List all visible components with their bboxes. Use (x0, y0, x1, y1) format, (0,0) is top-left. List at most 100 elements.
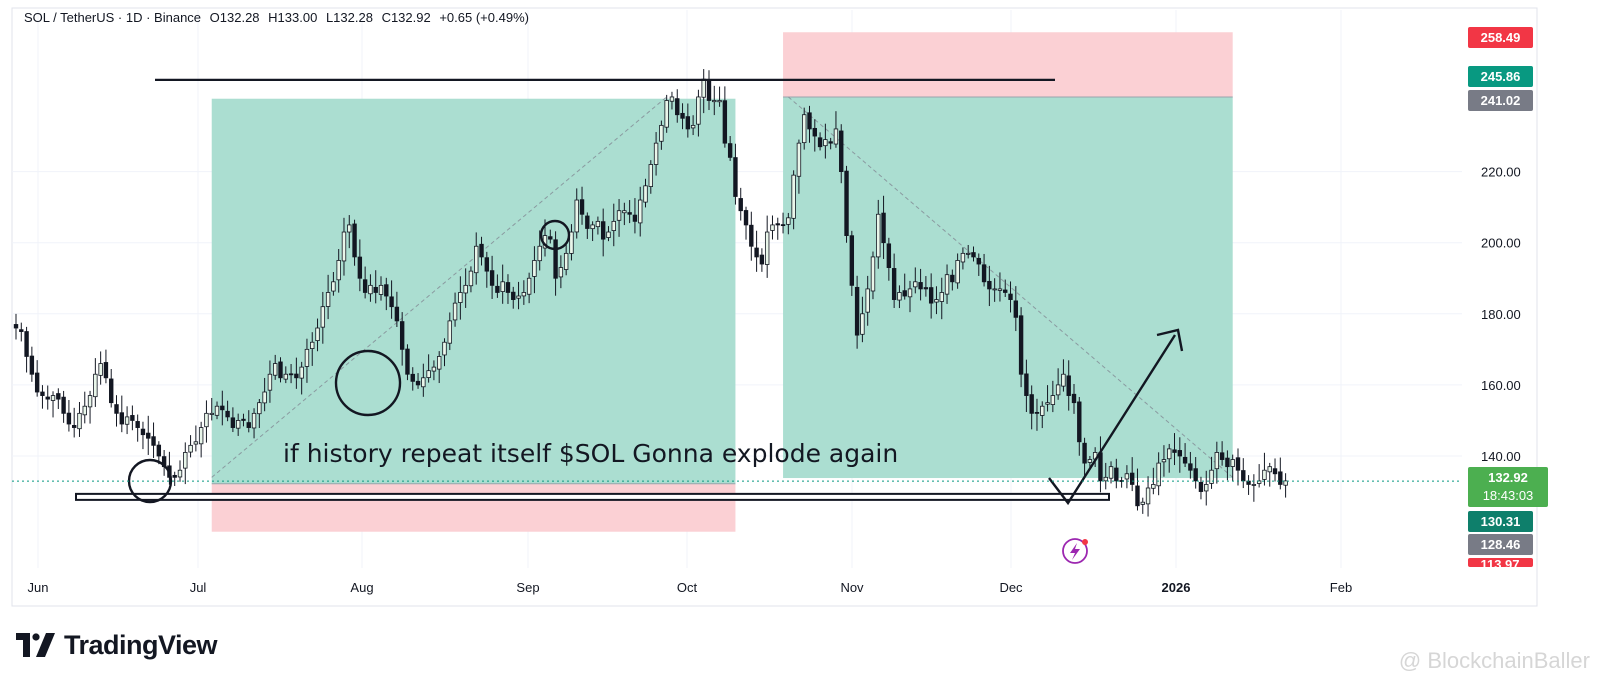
candle-body (743, 210, 749, 226)
price-change: +0.65 (+0.49%) (439, 10, 529, 25)
lightning-alert-icon[interactable] (1062, 538, 1088, 564)
candle-body (463, 284, 468, 294)
price-tag-countdown: 18:43:03 (1483, 488, 1534, 503)
candle-body (812, 127, 817, 137)
candle-body (172, 474, 177, 478)
price-tag-132-92: 132.92 18:43:03 (1468, 467, 1548, 507)
short-stop-zone[interactable] (783, 32, 1233, 97)
candle-body (770, 224, 775, 231)
candle-body (384, 284, 389, 297)
candle-body (786, 217, 791, 225)
candle-body (246, 422, 251, 428)
candle-body (66, 412, 72, 425)
candle-body (632, 214, 638, 222)
candle-body (452, 302, 458, 321)
candle-body (82, 405, 87, 416)
projection-path[interactable] (1048, 334, 1177, 506)
support-box[interactable] (75, 492, 1110, 501)
candle-body (865, 288, 870, 313)
price-tag-245-86: 245.86 (1468, 66, 1533, 87)
candle-body (680, 112, 685, 119)
candle-body (839, 130, 844, 173)
candle-body (659, 124, 664, 142)
candle-body (1177, 450, 1182, 457)
candle-body (251, 412, 257, 429)
candle-body (981, 264, 987, 283)
candle-body (500, 281, 505, 292)
candle-body (389, 296, 394, 308)
price-tag-label: 258.49 (1481, 30, 1521, 45)
candle-body (151, 436, 156, 446)
candle-body (505, 282, 511, 293)
candle-body (436, 356, 442, 370)
candle-body (828, 141, 833, 144)
candle-body (780, 224, 786, 227)
candle-body (749, 224, 754, 247)
candle-body (489, 270, 495, 286)
x-tick-label: Sep (516, 580, 539, 595)
candle-body (585, 215, 590, 229)
circle-sep[interactable] (539, 219, 571, 251)
y-tick-label: 180.00 (1481, 307, 1521, 322)
short-profit-zone[interactable] (783, 96, 1233, 479)
candle-body (1061, 373, 1066, 387)
long-stop-zone[interactable] (211, 483, 736, 532)
candle-body (563, 252, 569, 270)
candle-body (1209, 469, 1214, 484)
candle-body (241, 418, 246, 421)
candle-body (188, 444, 193, 453)
candle-body (288, 373, 294, 376)
tradingview-logo[interactable]: TradingView (16, 628, 218, 662)
candle-body (93, 373, 98, 398)
candle-body (1230, 459, 1235, 467)
candle-body (526, 277, 532, 295)
candle-body (648, 164, 653, 187)
long-profit-zone[interactable] (211, 98, 736, 484)
candle-body (447, 320, 452, 344)
candle-body (87, 395, 93, 408)
candle-body (685, 116, 691, 130)
price-tag-241-02: 241.02 (1468, 90, 1533, 111)
candle-body (77, 412, 82, 430)
candle-body (13, 324, 19, 329)
candle-body (431, 366, 437, 372)
candle-body (966, 252, 971, 255)
price-tag-258-49: 258.49 (1468, 27, 1533, 48)
candle-body (56, 393, 61, 400)
candle-body (902, 290, 907, 297)
candle-body (146, 432, 151, 439)
candle-body (934, 299, 939, 303)
candle-body (140, 428, 146, 436)
candle-body (45, 396, 50, 400)
candle-body (992, 288, 997, 291)
candle-body (347, 224, 352, 233)
price-tag-label: 128.46 (1481, 537, 1521, 552)
candle-body (1151, 484, 1156, 489)
candle-body (960, 252, 966, 263)
candle-body (24, 331, 29, 357)
candle-body (378, 284, 384, 295)
candle-body (918, 282, 923, 290)
candle-body (955, 260, 960, 284)
candle-body (474, 245, 479, 274)
candle-body (907, 288, 913, 298)
candle-body (315, 327, 320, 341)
candle-body (1050, 395, 1056, 405)
candle-body (844, 170, 849, 236)
candle-body (278, 361, 283, 379)
circle-aug[interactable] (334, 349, 402, 417)
candle-body (928, 287, 934, 304)
y-tick-label: 160.00 (1481, 378, 1521, 393)
candle-body (341, 231, 347, 262)
candle-body (717, 100, 722, 103)
candle-body (1055, 384, 1061, 396)
candle-body (320, 306, 326, 328)
candle-body (468, 270, 474, 287)
candle-body (368, 284, 373, 295)
x-tick-label: Aug (350, 580, 373, 595)
candle-body (119, 412, 124, 425)
ohlc-high: H133.00 (268, 10, 318, 25)
candle-body (310, 341, 315, 349)
candle-body (511, 291, 516, 300)
